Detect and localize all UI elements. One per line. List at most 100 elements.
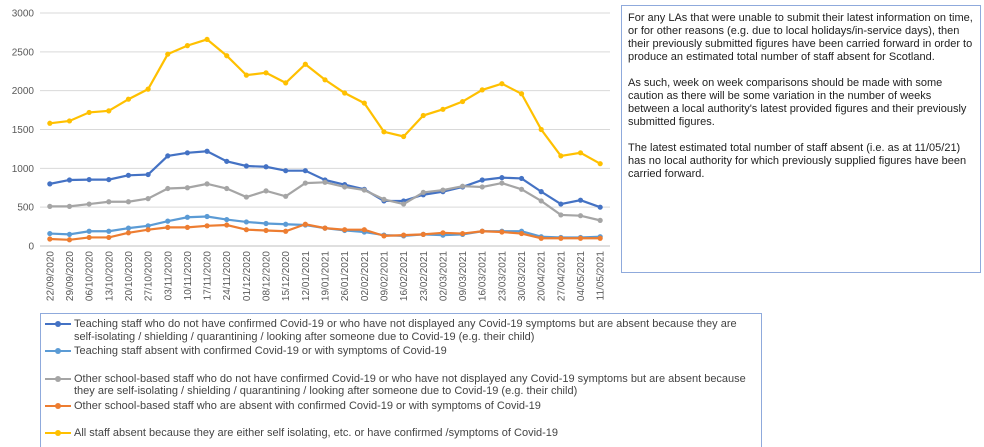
x-tick-label: 16/02/2021 (399, 251, 410, 301)
point (459, 98, 466, 105)
point (165, 51, 171, 57)
point (577, 213, 584, 219)
point (204, 148, 210, 154)
point (66, 177, 73, 183)
point (420, 189, 426, 196)
point (322, 225, 328, 231)
point (558, 201, 564, 207)
point (86, 109, 92, 116)
x-tick-label: 20/10/2020 (124, 251, 135, 301)
legend-item: Other school-based staff who do not have… (45, 373, 757, 398)
point (459, 183, 466, 189)
legend-dot (55, 430, 61, 436)
point (224, 185, 230, 192)
point (302, 168, 308, 174)
point (125, 230, 132, 236)
point (342, 227, 348, 233)
point (440, 106, 446, 112)
x-tick-label: 27/04/2021 (556, 251, 567, 301)
point (361, 187, 367, 193)
point (106, 108, 112, 114)
point (263, 70, 269, 76)
y-tick-label: 500 (17, 203, 34, 214)
point (224, 216, 230, 223)
point (499, 175, 505, 181)
point (66, 118, 73, 124)
point (184, 185, 191, 191)
point (263, 164, 269, 170)
point (479, 87, 485, 93)
point (577, 150, 584, 156)
point (184, 224, 191, 230)
point (145, 223, 151, 229)
point (479, 228, 485, 234)
y-tick-label: 0 (28, 242, 34, 253)
x-tick-label: 13/10/2020 (104, 251, 115, 301)
point (342, 90, 348, 96)
point (322, 77, 328, 83)
x-tick-label: 24/11/2020 (222, 251, 233, 301)
x-tick-label: 09/02/2021 (379, 251, 390, 301)
point (479, 177, 485, 183)
point (558, 212, 564, 218)
point (401, 232, 407, 238)
point (518, 230, 525, 237)
point (165, 224, 171, 230)
point (381, 129, 387, 135)
y-tick-label: 2000 (12, 86, 35, 97)
legend-swatch (45, 430, 71, 436)
point (479, 184, 485, 190)
point (47, 230, 53, 237)
point (86, 176, 92, 183)
x-tick-label: 19/01/2021 (321, 251, 332, 301)
point (577, 235, 584, 241)
point (302, 61, 308, 67)
point (440, 187, 446, 193)
point (86, 228, 92, 234)
point (125, 96, 132, 102)
x-tick-label: 15/12/2020 (281, 251, 292, 301)
y-tick-label: 1500 (12, 125, 35, 136)
legend-label: All staff absent because they are either… (74, 427, 559, 439)
legend-swatch (45, 348, 71, 354)
point (145, 171, 151, 178)
y-tick-label: 3000 (12, 9, 35, 20)
point (538, 189, 544, 195)
point (66, 231, 73, 237)
x-tick-label: 20/04/2021 (537, 251, 548, 301)
point (322, 179, 328, 185)
x-tick-label: 08/12/2020 (262, 251, 273, 301)
x-tick-label: 09/03/2021 (458, 251, 469, 301)
point (184, 150, 191, 156)
point (401, 133, 407, 140)
legend-dot (55, 375, 61, 382)
x-tick-label: 10/11/2020 (183, 251, 194, 301)
point (381, 196, 387, 202)
x-tick-label: 02/02/2021 (360, 251, 371, 301)
point (538, 235, 544, 241)
point (597, 204, 603, 210)
point (66, 237, 73, 243)
notes-box: For any LAs that were unable to submit t… (621, 5, 981, 273)
legend-swatch (45, 321, 71, 327)
point (47, 203, 53, 209)
point (440, 230, 446, 236)
point (243, 194, 249, 200)
x-tick-label: 04/05/2021 (576, 251, 587, 301)
point (499, 229, 505, 235)
point (204, 213, 210, 220)
point (125, 225, 132, 231)
point (263, 188, 269, 194)
point (125, 172, 132, 178)
point (165, 218, 171, 224)
legend-dot (55, 402, 61, 409)
y-tick-label: 2500 (12, 47, 35, 58)
point (283, 228, 289, 234)
legend-dot (55, 321, 61, 327)
point (243, 163, 249, 169)
point (558, 235, 564, 241)
x-tick-label: 06/10/2020 (85, 251, 96, 301)
legend-swatch (45, 375, 71, 382)
point (47, 120, 53, 126)
